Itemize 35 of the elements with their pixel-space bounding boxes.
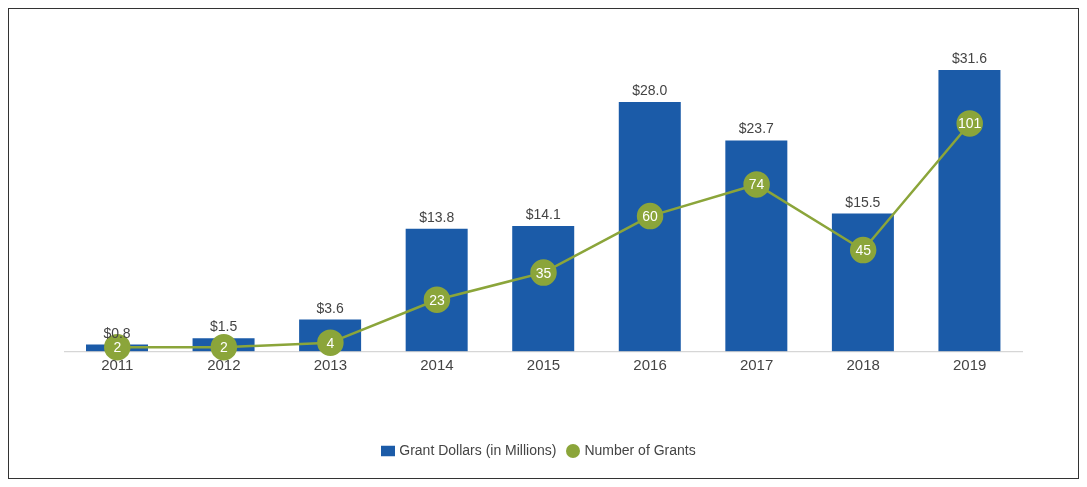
data-label: $3.6 (316, 299, 344, 316)
data-label: 35 (535, 264, 552, 281)
x-tick-label: 2016 (633, 356, 667, 374)
x-tick-label: 2015 (526, 356, 561, 374)
data-label: 101 (958, 115, 982, 132)
data-label: 2 (219, 339, 228, 356)
data-label: 60 (642, 208, 659, 225)
data-label: $13.8 (419, 208, 455, 225)
data-label: $28.0 (632, 82, 668, 99)
bar (512, 226, 575, 352)
data-label: 23 (429, 291, 445, 308)
x-tick-label: 2014 (420, 356, 454, 374)
bar (938, 69, 1001, 352)
x-tick-label: 2011 (101, 356, 134, 374)
bar (618, 102, 681, 352)
x-tick-label: 2013 (313, 356, 348, 374)
data-label: $1.5 (209, 318, 238, 335)
legend-label: Grant Dollars (in Millions) (399, 441, 557, 458)
data-label: 2 (113, 339, 122, 356)
data-label: $15.5 (845, 193, 881, 210)
x-tick-label: 2019 (953, 356, 987, 374)
data-label: $31.6 (951, 49, 988, 66)
bar (725, 140, 788, 352)
x-tick-label: 2012 (207, 356, 241, 374)
x-tick-label: 2018 (846, 356, 880, 374)
data-label: $0.8 (103, 324, 131, 341)
bar (831, 213, 894, 352)
data-label: 4 (326, 334, 335, 351)
data-label: $14.1 (525, 206, 561, 222)
x-tick-label: 2017 (739, 356, 774, 374)
bar (405, 228, 468, 352)
legend-label: Number of Grants (584, 441, 696, 458)
data-label: 45 (855, 242, 872, 259)
data-label: $23.7 (738, 120, 775, 137)
data-label: 74 (748, 176, 765, 193)
